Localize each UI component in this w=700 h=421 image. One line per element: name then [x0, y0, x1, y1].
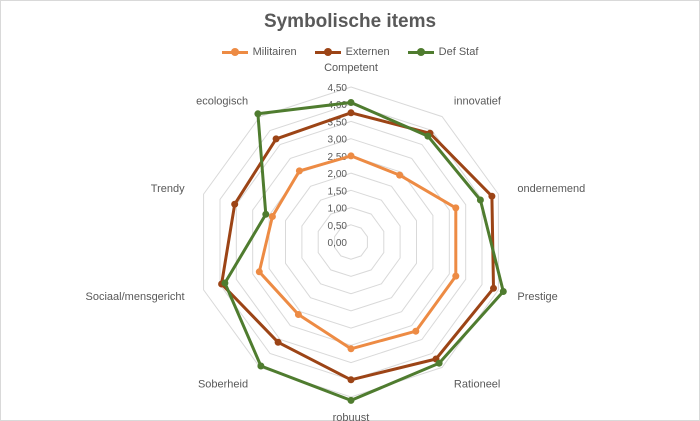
r-tick-label: 1,00	[328, 204, 348, 215]
r-tick-label: 1,50	[328, 186, 348, 197]
data-point-externen	[274, 338, 282, 346]
grid-ring	[268, 155, 434, 329]
data-point-def-staf	[435, 359, 443, 367]
legend-item-def-staf: Def Staf	[407, 46, 479, 58]
axis-label-rationeel: Rationeel	[454, 379, 500, 391]
axis-label-robuust: robuust	[333, 412, 370, 421]
legend-swatch-militairen	[221, 47, 248, 57]
grid-ring	[285, 172, 417, 312]
data-point-def-staf	[254, 110, 262, 118]
legend-label-externen: Externen	[345, 46, 390, 58]
axis-label-prestige: Prestige	[517, 291, 557, 303]
r-tick-label: 0,50	[328, 221, 348, 232]
data-point-militairen	[396, 171, 404, 179]
legend-item-externen: Externen	[314, 46, 390, 58]
chart-title: Symbolische items	[263, 11, 437, 32]
r-tick-label: 4,50	[328, 83, 348, 94]
data-point-militairen	[255, 268, 263, 276]
r-tick-label: 2,50	[328, 152, 348, 163]
grid-ring	[235, 120, 467, 364]
legend-label-militairen: Militairen	[252, 46, 297, 58]
data-point-def-staf	[476, 196, 484, 204]
r-tick-label: 3,00	[328, 135, 348, 146]
r-tick-label: 3,50	[328, 117, 348, 128]
data-point-militairen	[347, 345, 355, 353]
axis-label-ecologisch: ecologisch	[196, 95, 248, 107]
axis-label-soberheid: Soberheid	[198, 379, 248, 391]
data-point-def-staf	[262, 210, 270, 218]
grid-ring	[334, 224, 368, 260]
r-tick-label: 0,00	[328, 238, 348, 249]
r-tick-label: 4,00	[328, 100, 348, 111]
legend-swatch-def-staf	[407, 47, 434, 57]
axis-label-trendy: Trendy	[151, 183, 185, 195]
data-point-militairen	[347, 152, 355, 160]
data-point-militairen	[412, 327, 420, 335]
legend-label-def-staf: Def Staf	[438, 46, 479, 58]
data-point-externen	[488, 192, 496, 200]
data-point-def-staf	[499, 288, 507, 295]
axis-label-sociaal-mensgericht: Sociaal/mensgericht	[86, 291, 185, 303]
data-point-externen	[272, 135, 280, 143]
data-point-def-staf	[347, 99, 355, 106]
series-line-militairen	[257, 154, 458, 351]
grid-ring	[252, 138, 450, 346]
data-point-militairen	[295, 167, 303, 175]
data-point-militairen	[452, 204, 460, 212]
data-point-externen	[490, 284, 497, 292]
data-point-militairen	[452, 272, 460, 280]
data-point-def-staf	[347, 396, 355, 404]
axis-label-innovatief: innovatief	[454, 95, 502, 107]
data-point-def-staf	[221, 279, 229, 287]
axis-label-ondernemend: ondernemend	[517, 183, 585, 195]
data-point-militairen	[294, 311, 302, 318]
data-point-def-staf	[257, 362, 265, 370]
grid-ring	[317, 207, 385, 277]
r-tick-label: 2,00	[328, 169, 348, 180]
legend-swatch-externen	[314, 47, 341, 57]
data-point-externen	[231, 200, 239, 208]
data-point-externen	[347, 376, 355, 384]
legend: Militairen Externen Def Staf	[0, 46, 700, 58]
axis-label-competent: Competent	[324, 62, 378, 74]
legend-item-militairen: Militairen	[221, 46, 297, 58]
data-point-externen	[347, 109, 355, 117]
data-point-militairen	[268, 213, 276, 220]
data-point-def-staf	[424, 132, 432, 140]
grid-ring	[301, 189, 401, 295]
